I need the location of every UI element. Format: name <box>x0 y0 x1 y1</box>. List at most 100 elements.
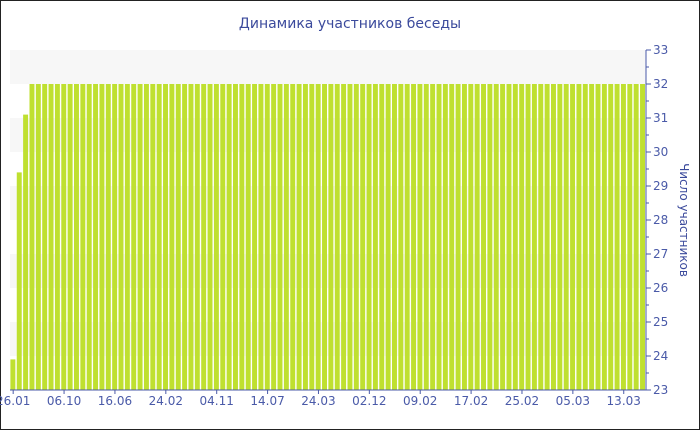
bar <box>582 84 588 390</box>
bar <box>481 84 486 390</box>
grid-band <box>10 254 646 288</box>
bar <box>112 84 118 390</box>
bar <box>245 84 251 390</box>
bar <box>334 84 340 390</box>
bar <box>67 84 73 390</box>
bar <box>239 84 245 390</box>
bar <box>570 84 576 390</box>
bar <box>207 84 213 390</box>
bar <box>620 84 626 390</box>
x-tick-label: 26.01 <box>0 394 30 408</box>
bar <box>188 84 194 390</box>
x-tick-label: 04.11 <box>200 394 234 408</box>
bar <box>614 84 620 390</box>
axes: 23 24 25 26 27 28 29 30 31 32 33 26.01 06.10 16.06 24.… <box>0 43 668 408</box>
bar <box>10 359 16 390</box>
bar <box>468 84 474 390</box>
bar <box>404 84 410 390</box>
bar <box>131 84 137 390</box>
bar <box>35 84 41 390</box>
grid-band <box>10 186 646 220</box>
bar <box>124 84 130 390</box>
bar <box>93 84 99 390</box>
bar <box>48 84 54 390</box>
bar <box>353 84 359 390</box>
bar <box>525 84 531 390</box>
bar <box>182 84 188 390</box>
bar <box>80 84 86 390</box>
bar <box>608 84 614 390</box>
bar <box>118 84 124 390</box>
bar <box>449 84 455 390</box>
bar <box>595 84 601 390</box>
bar <box>576 84 582 390</box>
y-tick-label: 31 <box>653 111 668 125</box>
bar <box>627 84 633 390</box>
bar <box>86 84 92 390</box>
bar <box>29 84 35 390</box>
bar <box>220 84 226 390</box>
x-tick-label: 06.10 <box>47 394 81 408</box>
x-tick-label: 24.03 <box>301 394 335 408</box>
bar <box>563 84 569 390</box>
bars <box>10 84 645 390</box>
y-tick-label: 23 <box>653 383 668 397</box>
grid-band <box>10 50 646 84</box>
bar <box>531 84 537 390</box>
bar <box>264 84 270 390</box>
bar <box>322 84 327 390</box>
bar <box>150 84 156 390</box>
bar <box>442 84 448 390</box>
y-tick-label: 33 <box>653 43 668 57</box>
bar <box>417 84 423 390</box>
bar <box>455 84 461 390</box>
y-tick-label: 28 <box>653 213 668 227</box>
bar <box>328 84 334 390</box>
bar <box>474 84 480 390</box>
y-tick-label: 30 <box>653 145 668 159</box>
bar <box>347 84 353 390</box>
bar <box>105 84 111 390</box>
x-tick-label: 02.12 <box>352 394 386 408</box>
x-tick-label: 14.07 <box>250 394 284 408</box>
bar <box>493 84 499 390</box>
bar <box>296 84 302 390</box>
bar <box>392 84 397 390</box>
bar <box>169 84 175 390</box>
x-tick-label: 24.02 <box>149 394 183 408</box>
bar <box>271 84 277 390</box>
bar <box>156 84 162 390</box>
x-tick-label: 09.02 <box>403 394 437 408</box>
bar <box>201 84 207 390</box>
y-tick-label: 25 <box>653 315 668 329</box>
x-tick-label: 05.03 <box>556 394 590 408</box>
bar <box>163 84 168 390</box>
bar <box>436 84 442 390</box>
chart-title: Динамика участников беседы <box>239 16 461 32</box>
bar <box>519 84 525 390</box>
bar <box>544 84 550 390</box>
y-tick-label: 32 <box>653 77 668 91</box>
y-tick-label: 26 <box>653 281 668 295</box>
bar <box>398 84 404 390</box>
bar <box>16 172 22 390</box>
x-tick-label: 25.02 <box>505 394 539 408</box>
bar <box>213 84 219 390</box>
bar <box>309 84 315 390</box>
bar <box>411 84 417 390</box>
y-axis-label: Число участников <box>677 163 691 277</box>
bar <box>385 84 391 390</box>
bar <box>500 84 506 390</box>
bar <box>226 84 232 390</box>
y-tick-label: 29 <box>653 179 668 193</box>
bar <box>283 84 289 390</box>
bar <box>61 84 67 390</box>
bar <box>506 84 512 390</box>
bar <box>54 84 60 390</box>
y-tick-label: 27 <box>653 247 668 261</box>
bar <box>99 84 105 390</box>
bar <box>233 84 238 390</box>
bar <box>430 84 436 390</box>
grid-bands <box>10 50 646 356</box>
